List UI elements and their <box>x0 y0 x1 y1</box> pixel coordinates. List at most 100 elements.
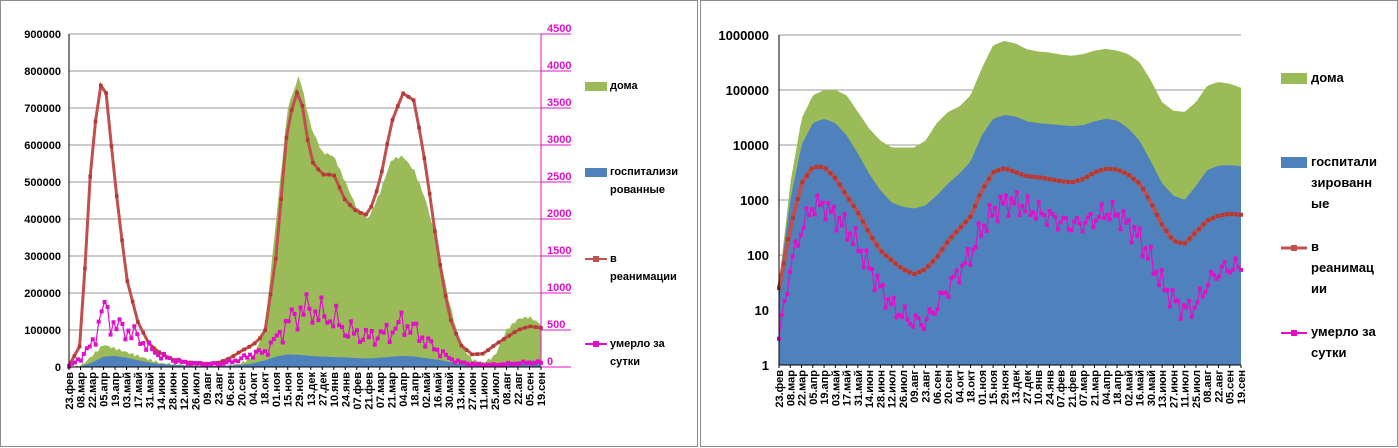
deaths-point-log <box>965 247 970 252</box>
x-tick-label: 16.май <box>1135 370 1147 406</box>
right-axis-tick: 500 <box>547 319 565 331</box>
icu-point-log <box>1127 173 1131 178</box>
deaths-point-log <box>1080 229 1085 234</box>
deaths-point <box>357 340 362 345</box>
deaths-point-log <box>1148 244 1153 249</box>
icu-point-log <box>786 236 791 241</box>
deaths-point <box>280 340 285 345</box>
deaths-point-log <box>1118 227 1123 232</box>
deaths-point <box>90 337 95 342</box>
icu-point <box>120 238 124 243</box>
deaths-point-log <box>878 284 883 289</box>
legend-item-icu: в реанимации <box>585 250 677 286</box>
icu-point <box>305 138 310 142</box>
deaths-point <box>524 361 529 366</box>
deaths-point <box>319 295 324 300</box>
icu-point-log <box>889 257 893 262</box>
icu-point-log <box>1150 203 1155 208</box>
deaths-point <box>224 360 229 365</box>
icu-point-log <box>1192 231 1197 236</box>
deaths-point-log <box>1053 214 1058 219</box>
deaths-point <box>268 340 273 345</box>
deaths-point <box>438 354 443 359</box>
icu-point-log <box>893 261 898 266</box>
deaths-point-log <box>782 298 787 303</box>
icu-point <box>411 98 416 102</box>
deaths-point-log <box>842 212 847 217</box>
icu-point-log <box>1122 170 1127 175</box>
deaths-point <box>156 353 161 358</box>
y-axis-tick: 10000 <box>733 138 769 153</box>
icu-point-log <box>837 182 842 187</box>
deaths-point-log <box>1012 201 1017 206</box>
icu-point <box>300 103 305 108</box>
icu-point-log <box>1201 222 1206 227</box>
deaths-point-log <box>995 219 1000 224</box>
deaths-point-log <box>1135 233 1140 238</box>
deaths-point <box>414 321 419 326</box>
icu-point-log <box>1061 179 1066 184</box>
deaths-point <box>78 358 83 363</box>
deaths-point <box>126 328 131 333</box>
deaths-point-log <box>1200 294 1205 299</box>
deaths-point <box>500 362 505 367</box>
deaths-point-log <box>1197 286 1202 291</box>
icu-point <box>157 350 161 354</box>
icu-point <box>433 229 437 234</box>
deaths-point <box>221 361 226 366</box>
icu-point-log <box>940 247 945 252</box>
x-tick-label: 13.дек <box>306 372 318 406</box>
deaths-point-log <box>1162 288 1167 293</box>
legend-swatch-hospital <box>585 167 607 177</box>
deaths-point-log <box>908 321 913 326</box>
icu-point-log <box>805 173 809 178</box>
deaths-point <box>227 358 232 363</box>
deaths-point <box>449 357 454 362</box>
deaths-point-log <box>1165 288 1170 293</box>
left-axis-tick: 900000 <box>24 29 61 41</box>
deaths-point-log <box>861 265 866 270</box>
icu-point <box>443 293 448 298</box>
line-deaths-log <box>778 192 1242 339</box>
icu-point <box>390 118 395 122</box>
icu-point <box>114 194 119 198</box>
deaths-point <box>170 358 175 363</box>
deaths-point-log <box>1009 196 1014 201</box>
deaths-point-log <box>1222 260 1227 265</box>
icu-point-log <box>1206 218 1211 223</box>
deaths-point <box>182 359 187 364</box>
deaths-point <box>197 360 202 365</box>
deaths-point-log <box>1236 265 1241 270</box>
deaths-point-log <box>1159 267 1164 272</box>
legend-swatch-home <box>585 81 607 91</box>
legend-swatch-icu <box>585 256 607 263</box>
deaths-point-log <box>804 206 809 211</box>
x-tick-label: 26.июл <box>191 372 203 410</box>
icu-point-log <box>1117 168 1122 173</box>
deaths-point-log <box>992 205 997 210</box>
deaths-point-log <box>839 223 844 228</box>
deaths-point <box>334 303 339 308</box>
deaths-point <box>340 324 345 329</box>
x-tick-label: 23.фев <box>774 370 786 408</box>
icu-point-log <box>847 197 851 202</box>
icu-point-log <box>917 270 921 275</box>
deaths-point <box>503 362 508 367</box>
y-axis-tick: 100 <box>747 248 769 263</box>
deaths-point <box>96 319 101 324</box>
deaths-point-log <box>1151 271 1156 276</box>
icu-point <box>141 330 146 335</box>
icu-point-log <box>1164 229 1169 234</box>
icu-point <box>279 197 283 201</box>
right-chart: 1 10 100 1000 10000 100000 1000000 23.фев 08.мар… <box>718 28 1248 408</box>
right-axis-tick: 1000 <box>547 282 571 294</box>
x-tick-label: 02.май <box>1123 370 1135 406</box>
deaths-point-log <box>787 270 792 275</box>
deaths-point <box>242 353 247 358</box>
x-tick-label: 03.май <box>830 370 842 406</box>
deaths-point-log <box>809 207 814 212</box>
deaths-point-log <box>979 233 984 238</box>
icu-point-log <box>1136 180 1141 185</box>
deaths-point <box>366 335 371 340</box>
deaths-point <box>167 356 172 361</box>
